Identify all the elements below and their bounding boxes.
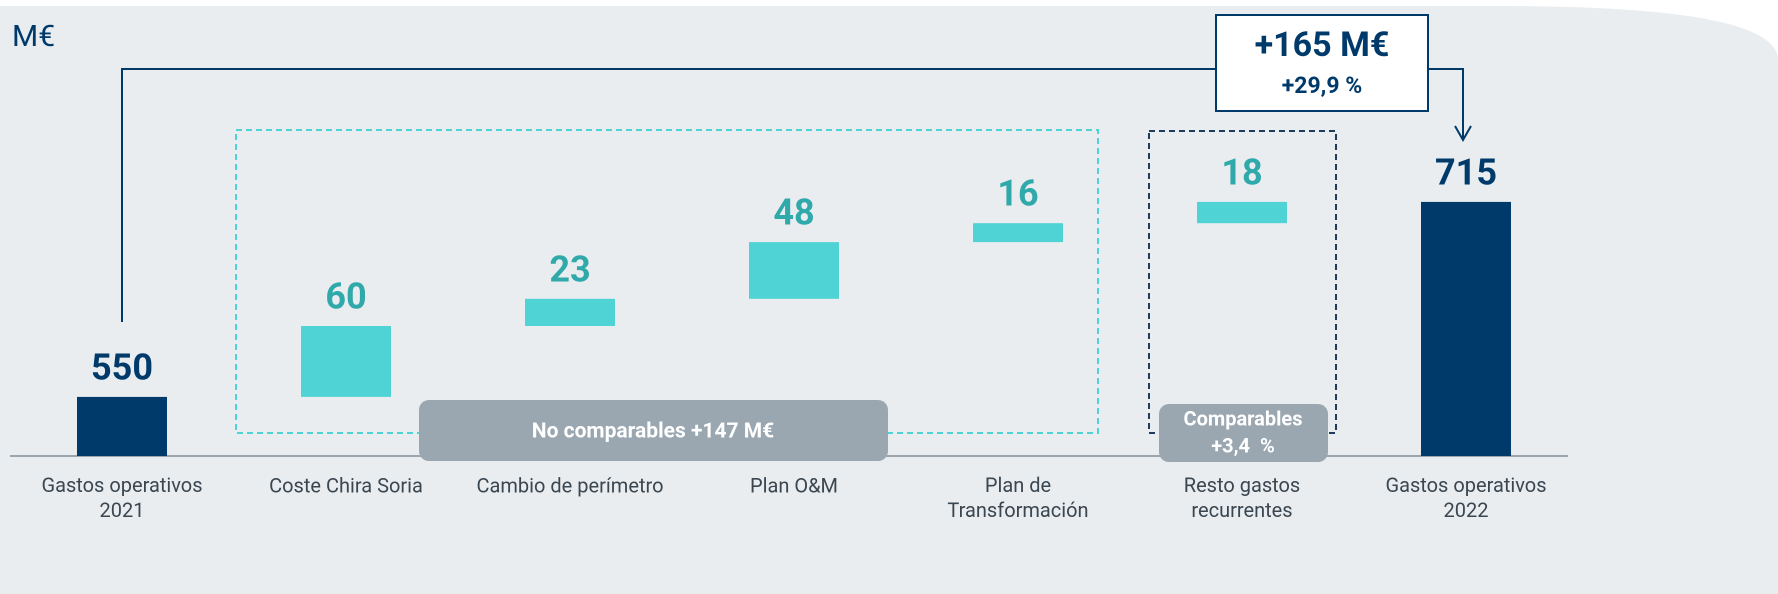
background — [0, 6, 1778, 594]
value-label: 48 — [773, 192, 814, 234]
x-tick-label: Gastos operativos 2022 — [1385, 473, 1546, 522]
bar — [77, 396, 167, 456]
bar — [525, 298, 615, 326]
comparable-pill — [1159, 404, 1328, 462]
non-comparable-pill — [419, 400, 888, 461]
bar — [1197, 201, 1287, 224]
value-label: 23 — [549, 248, 590, 290]
comparable-pct: +3,4 % — [1211, 433, 1275, 457]
x-tick-label: Cambio de perímetro — [477, 473, 664, 497]
change-label: +165 M€ — [1255, 25, 1390, 65]
change-pct: +29,9 % — [1282, 72, 1363, 99]
unit-label: M€ — [12, 19, 55, 54]
non-comparable-label: No comparables +147 M€ — [532, 420, 774, 444]
value-label: 60 — [325, 276, 366, 318]
value-label: 16 — [997, 173, 1038, 215]
arrow-head — [1454, 125, 1472, 143]
x-tick-label: Coste Chira Soria — [269, 473, 423, 497]
value-label: 715 — [1435, 151, 1497, 193]
comparable-label: Comparables — [1184, 406, 1303, 430]
x-tick-label: Resto gastos recurrentes — [1184, 473, 1300, 522]
bar — [973, 223, 1063, 243]
bracket — [121, 68, 1464, 322]
x-tick-label: Gastos operativos 2021 — [41, 473, 202, 522]
value-label: 18 — [1221, 151, 1262, 193]
change-box — [1215, 14, 1429, 112]
x-tick-label: Plan O&M — [750, 473, 838, 497]
bar — [301, 326, 391, 397]
value-label: 550 — [91, 346, 153, 388]
x-tick-label: Plan de Transformación — [947, 473, 1088, 522]
bar — [749, 242, 839, 299]
bar — [1421, 201, 1511, 456]
